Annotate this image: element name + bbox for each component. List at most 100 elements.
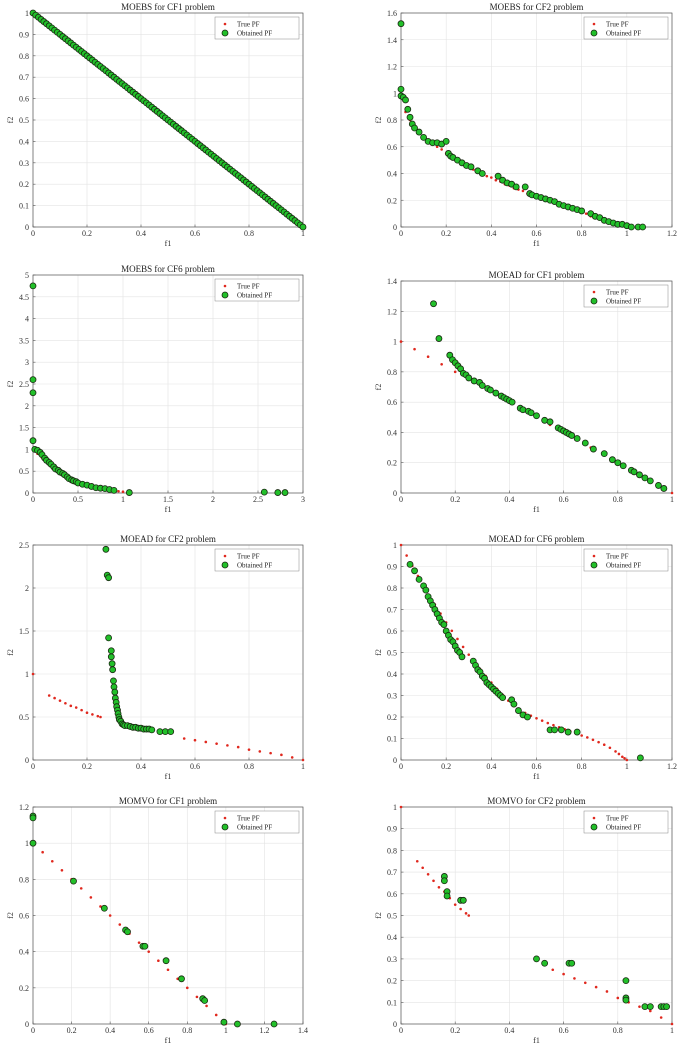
obtained-pf-point bbox=[636, 754, 644, 762]
obtained-pf-point bbox=[406, 560, 414, 568]
y-tick-label: 0.8 bbox=[387, 584, 397, 593]
obtained-pf-point bbox=[636, 471, 643, 479]
y-axis-label: f2 bbox=[374, 649, 383, 656]
true-pf-point bbox=[399, 340, 403, 343]
y-tick-label: 0.5 bbox=[19, 713, 29, 722]
obtained-pf-point bbox=[420, 133, 427, 141]
obtained-pf-point bbox=[578, 207, 586, 215]
obtained-pf-point bbox=[494, 172, 502, 180]
true-pf-point bbox=[399, 543, 403, 547]
legend-box bbox=[583, 548, 669, 572]
obtained-pf-point bbox=[508, 398, 516, 406]
true-pf-point bbox=[521, 189, 525, 193]
legend-box bbox=[214, 810, 300, 834]
obtained-pf-point bbox=[646, 1003, 654, 1011]
x-tick-label: 0.2 bbox=[441, 229, 451, 238]
y-axis-label: f2 bbox=[374, 384, 383, 391]
true-pf-point bbox=[450, 629, 454, 633]
true-pf-point bbox=[185, 986, 189, 990]
obtained-pf-point bbox=[551, 726, 558, 734]
legend-marker-true-pf bbox=[223, 284, 227, 288]
x-tick-label: 0.8 bbox=[613, 495, 623, 504]
true-pf-point bbox=[649, 1009, 652, 1013]
obtained-pf-point bbox=[100, 904, 108, 912]
obtained-pf-point bbox=[546, 418, 554, 426]
legend-label-obtained-pf: Obtained PF bbox=[237, 30, 272, 38]
obtained-pf-point bbox=[29, 839, 37, 847]
y-axis-label: f2 bbox=[6, 912, 15, 919]
true-pf-point bbox=[247, 748, 251, 751]
y-tick-label: 1 bbox=[25, 445, 29, 454]
obtained-pf-point bbox=[234, 1020, 241, 1028]
x-tick-label: 1.5 bbox=[163, 495, 173, 504]
true-pf-point bbox=[467, 914, 471, 917]
obtained-pf-point bbox=[422, 586, 430, 594]
true-pf-point bbox=[91, 713, 94, 716]
x-tick-label: 0.4 bbox=[504, 495, 514, 504]
x-axis-label: f1 bbox=[165, 772, 172, 781]
x-tick-label: 0 bbox=[399, 229, 403, 238]
y-tick-label: 0.8 bbox=[19, 52, 29, 61]
obtained-pf-point bbox=[299, 223, 307, 231]
chart-panel-5: 0 0.2 0.4 0.6 0.8 1 0 0.5 1 1.5 2 2.5 MOEAD for CF2 … bbox=[6, 534, 305, 781]
y-tick-label: 0.2 bbox=[19, 984, 29, 993]
true-pf-point bbox=[413, 347, 416, 351]
legend-label-true-pf: True PF bbox=[237, 815, 260, 823]
true-pf-point bbox=[41, 850, 44, 854]
obtained-pf-point bbox=[614, 459, 622, 467]
y-tick-label: 1.5 bbox=[19, 627, 29, 636]
y-tick-label: 0.2 bbox=[19, 180, 29, 189]
obtained-pf-point bbox=[274, 489, 282, 496]
true-pf-point bbox=[467, 653, 471, 656]
x-tick-label: 0.8 bbox=[577, 229, 587, 238]
y-tick-label: 4 bbox=[25, 315, 29, 324]
true-pf-point bbox=[182, 737, 186, 740]
y-tick-label: 0 bbox=[25, 1020, 29, 1029]
chart-title: MOEAD for CF6 problem bbox=[489, 534, 585, 544]
true-pf-point bbox=[426, 872, 430, 876]
obtained-pf-point bbox=[573, 728, 581, 736]
true-pf-point bbox=[638, 1005, 641, 1008]
true-pf-point bbox=[60, 868, 64, 872]
chart-title: MOEAD for CF1 problem bbox=[489, 270, 585, 280]
x-tick-label: 0.8 bbox=[244, 762, 254, 771]
legend-label-true-pf: True PF bbox=[606, 21, 629, 29]
obtained-pf-point bbox=[630, 468, 638, 476]
true-pf-point bbox=[464, 912, 468, 915]
true-pf-point bbox=[437, 885, 441, 889]
y-tick-label: 0.4 bbox=[387, 670, 397, 679]
legend-label-obtained-pf: Obtained PF bbox=[237, 562, 272, 570]
y-tick-label: 0 bbox=[25, 223, 29, 232]
y-tick-label: 1.2 bbox=[19, 803, 29, 812]
legend-marker-obtained-pf bbox=[221, 823, 229, 831]
y-tick-label: 0.5 bbox=[387, 912, 397, 921]
y-tick-label: 0.5 bbox=[387, 649, 397, 658]
x-axis-label: f1 bbox=[533, 772, 540, 781]
y-tick-label: 0.8 bbox=[19, 875, 29, 884]
legend-marker-obtained-pf bbox=[590, 297, 598, 305]
true-pf-point bbox=[461, 645, 465, 649]
obtained-pf-point bbox=[492, 389, 500, 397]
y-tick-label: 0.2 bbox=[387, 459, 397, 468]
legend-label-true-pf: True PF bbox=[237, 553, 260, 561]
x-tick-label: 0.6 bbox=[190, 229, 200, 238]
true-pf-point bbox=[236, 745, 240, 749]
true-pf-point bbox=[426, 355, 430, 359]
y-tick-label: 0.9 bbox=[387, 825, 397, 834]
x-tick-label: 0.6 bbox=[532, 762, 542, 771]
y-axis-label: f2 bbox=[374, 912, 383, 919]
x-tick-label: 0.2 bbox=[450, 495, 460, 504]
true-pf-point bbox=[580, 734, 583, 737]
legend-box bbox=[214, 278, 300, 302]
chart-title: MOEBS for CF1 problem bbox=[121, 2, 215, 12]
legend-label-obtained-pf: Obtained PF bbox=[237, 824, 272, 832]
series-true-pf bbox=[399, 805, 674, 1026]
obtained-pf-point bbox=[411, 124, 418, 132]
obtained-pf-point bbox=[521, 183, 529, 191]
series-true-pf bbox=[31, 672, 305, 762]
true-pf-point bbox=[89, 896, 93, 899]
series-obtained-pf bbox=[29, 282, 289, 496]
obtained-pf-point bbox=[608, 456, 616, 464]
x-tick-label: 1 bbox=[670, 495, 674, 504]
